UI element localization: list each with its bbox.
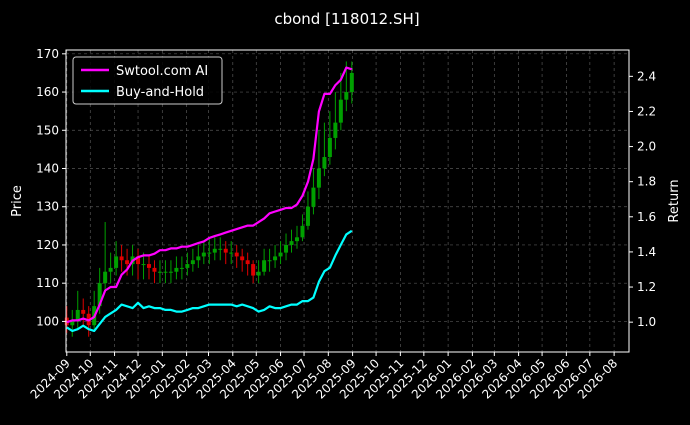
price-candle xyxy=(190,260,195,265)
price-candle xyxy=(108,267,113,272)
grid xyxy=(66,50,629,352)
price-candle xyxy=(327,137,332,158)
series-line-bh xyxy=(66,229,353,332)
price-candle xyxy=(262,260,267,272)
price-candle xyxy=(240,256,245,261)
price-candle xyxy=(278,252,283,257)
y2-axis-label: Return xyxy=(667,179,682,222)
price-candle xyxy=(229,252,234,254)
y-tick-label: 150 xyxy=(36,123,59,137)
price-candle xyxy=(179,267,184,269)
price-candle xyxy=(114,256,119,268)
y2-tick-label: 1.2 xyxy=(637,280,656,294)
price-candle xyxy=(81,309,86,314)
y2-tick-label: 1.4 xyxy=(637,245,656,259)
y2-tick-label: 1.8 xyxy=(637,175,656,189)
price-candle xyxy=(212,248,217,253)
price-candle xyxy=(163,271,168,273)
price-candle xyxy=(97,283,102,307)
price-candle xyxy=(168,271,173,273)
y2-tick-label: 2.2 xyxy=(637,104,656,118)
y-tick-label: 160 xyxy=(36,85,59,99)
price-candle xyxy=(157,271,162,273)
legend-box xyxy=(72,56,223,105)
price-candle xyxy=(316,168,321,188)
y2-tick-label: 2.0 xyxy=(637,140,656,154)
price-candle xyxy=(70,321,75,326)
price-candle xyxy=(207,252,212,254)
price-candle xyxy=(344,92,349,100)
price-candle xyxy=(185,264,190,268)
y2-tick-label: 1.0 xyxy=(637,315,656,329)
y-tick-label: 120 xyxy=(36,238,59,252)
price-candle xyxy=(251,264,256,276)
price-candle xyxy=(218,248,223,250)
price-candle xyxy=(311,187,316,207)
price-candle xyxy=(333,122,338,138)
y-tick-label: 130 xyxy=(36,200,59,214)
price-candle xyxy=(300,225,305,238)
y2-tick-label: 1.6 xyxy=(637,210,656,224)
price-candle xyxy=(136,256,141,265)
legend-label-bh: Buy-and-Hold xyxy=(116,85,204,100)
price-candle xyxy=(305,206,310,226)
legend: Swtool.com AI Buy-and-Hold xyxy=(72,56,223,105)
price-candle xyxy=(103,271,108,284)
price-candle xyxy=(147,264,152,268)
price-candle xyxy=(75,309,80,322)
legend-label-ai: Swtool.com AI xyxy=(116,64,208,79)
price-candle xyxy=(338,99,343,123)
price-candle xyxy=(294,237,299,242)
price-candle xyxy=(125,260,130,265)
price-candle xyxy=(119,256,124,261)
y-tick-label: 140 xyxy=(36,162,59,176)
price-candle xyxy=(174,267,179,272)
series-line-ai xyxy=(66,66,353,324)
price-candle xyxy=(245,260,250,265)
price-candle xyxy=(196,256,201,261)
y-tick-label: 100 xyxy=(36,314,59,328)
price-candle xyxy=(141,264,146,266)
y-axis-label: Price xyxy=(10,185,25,217)
price-candle xyxy=(322,157,327,169)
y-tick-label: 170 xyxy=(36,47,59,61)
left-y-axis: 100 110 120 130 140 150 160 170 xyxy=(36,47,66,328)
right-y-axis: 1.0 1.2 1.4 1.6 1.8 2.0 2.2 2.4 xyxy=(629,69,656,329)
chart-title: cbond [118012.SH] xyxy=(274,10,419,28)
price-candle xyxy=(273,256,278,261)
plot-frame xyxy=(65,49,630,353)
price-candle xyxy=(267,260,272,262)
price-candle xyxy=(223,248,228,253)
price-candle xyxy=(201,252,206,257)
price-candle xyxy=(256,271,261,276)
y2-tick-label: 2.4 xyxy=(637,69,656,83)
price-candle xyxy=(349,72,354,93)
y-tick-label: 110 xyxy=(36,276,59,290)
series-lines xyxy=(66,66,353,332)
price-candle xyxy=(152,267,157,272)
price-candle xyxy=(234,252,239,257)
price-candle xyxy=(284,244,289,253)
price-candle xyxy=(289,241,294,245)
